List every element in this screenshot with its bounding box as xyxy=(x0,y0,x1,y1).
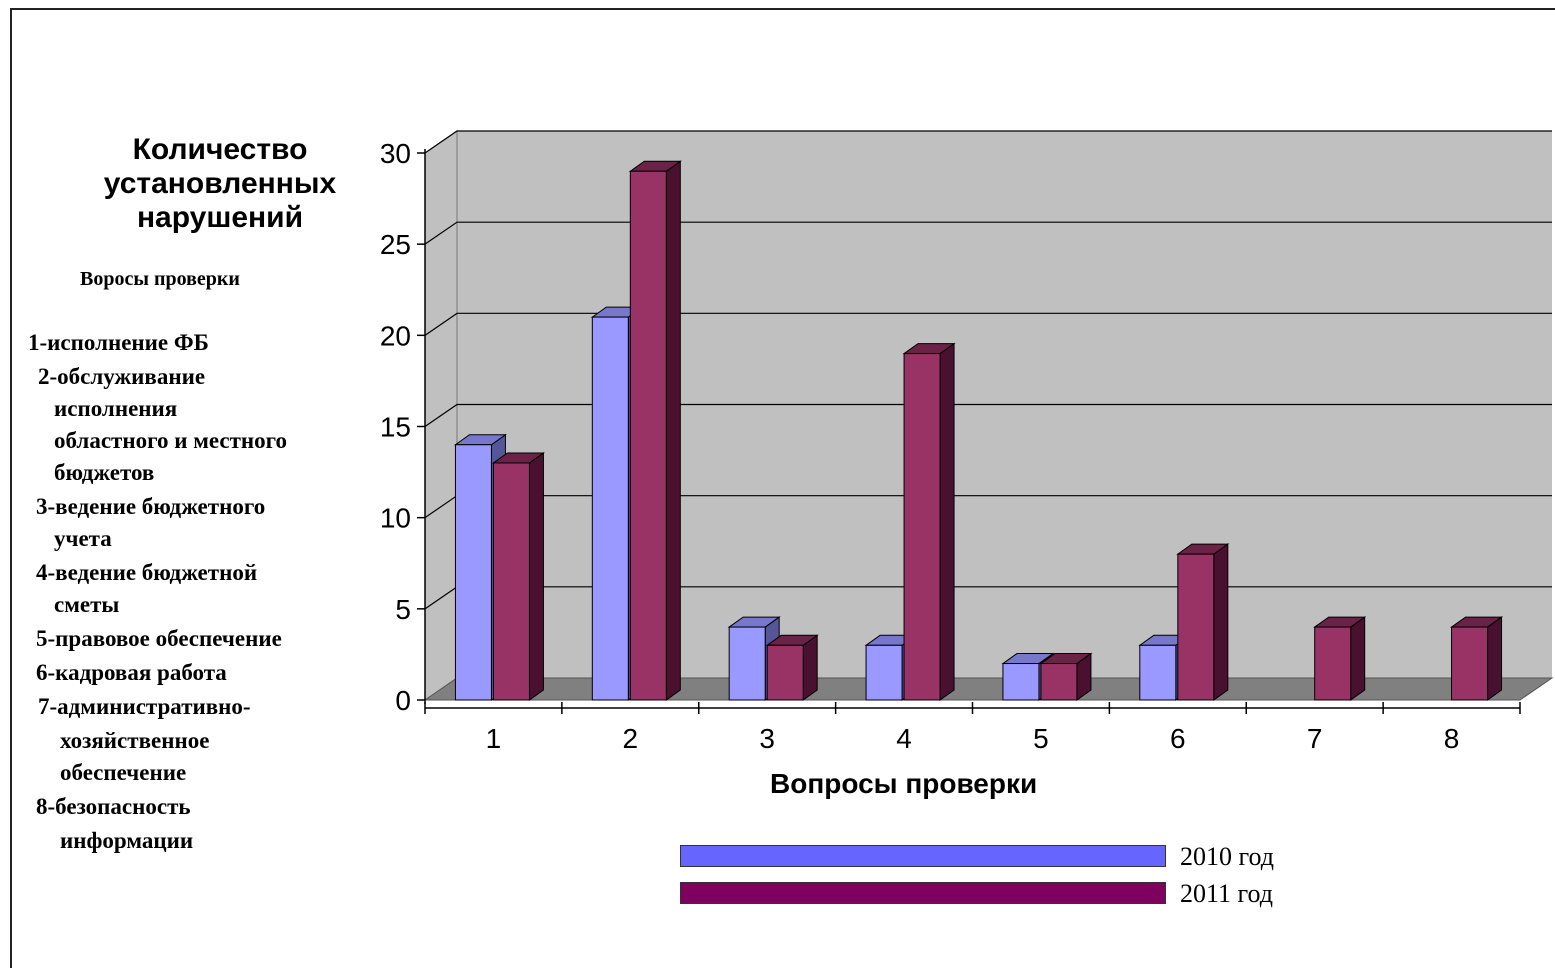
description-line: сметы xyxy=(54,592,120,617)
bar-2011 xyxy=(902,342,956,701)
legend-label-2010: 2010 год xyxy=(1180,842,1274,871)
y-tick-label: 30 xyxy=(380,138,411,169)
description-line: 2-обслуживание xyxy=(38,364,206,389)
x-tick-label: 7 xyxy=(1307,723,1323,754)
description-line: 1-исполнение ФБ xyxy=(28,330,209,355)
bar-2011 xyxy=(1313,616,1367,701)
bar-front xyxy=(629,170,667,701)
description-line: информации xyxy=(60,828,194,853)
bar-front xyxy=(1002,663,1040,701)
description-line: исполнения xyxy=(54,396,178,421)
x-tick-label: 5 xyxy=(1033,723,1049,754)
x-tick-label: 4 xyxy=(896,723,912,754)
bar-side xyxy=(1213,543,1229,701)
description-line: областного и местного xyxy=(54,428,287,453)
bar-2011 xyxy=(1176,543,1230,701)
bar-side xyxy=(528,451,544,701)
x-tick-label: 3 xyxy=(759,723,775,754)
bar-front xyxy=(492,462,530,701)
description-heading: Воросы проверки xyxy=(80,268,240,290)
bar-front xyxy=(1139,644,1177,701)
description-line: 8-безопасность xyxy=(36,794,191,819)
legend-label-2011: 2011 год xyxy=(1180,879,1274,908)
bar-front xyxy=(728,626,766,701)
gridline xyxy=(424,221,1552,245)
bar-front xyxy=(591,316,629,701)
bar-side xyxy=(1487,616,1503,701)
gridline xyxy=(424,130,1552,154)
gridline xyxy=(424,403,1552,427)
legend-swatch-2010 xyxy=(680,845,1166,867)
bar-2011 xyxy=(765,634,819,701)
description-line: 7-административно- xyxy=(38,694,251,719)
y-axis-title: Количество установленных нарушений xyxy=(103,133,337,234)
bar-front xyxy=(865,644,903,701)
bar-front xyxy=(1040,663,1078,701)
y-tick-label: 15 xyxy=(380,412,411,443)
bar-front xyxy=(454,444,492,701)
bars xyxy=(453,160,1504,701)
description-line: 4-ведение бюджетной xyxy=(36,560,258,585)
description-line: 3-ведение бюджетного xyxy=(36,494,266,519)
x-tick-label: 8 xyxy=(1444,723,1460,754)
bar-2011 xyxy=(1039,652,1093,701)
chart-frame xyxy=(10,8,1555,968)
x-tick-label: 6 xyxy=(1170,723,1186,754)
y-tick-label: 10 xyxy=(380,503,411,534)
description-line: учета xyxy=(54,526,112,551)
x-tick-label: 2 xyxy=(623,723,639,754)
y-tick-label: 25 xyxy=(380,229,411,260)
bar-2011 xyxy=(628,160,682,701)
bar-side xyxy=(665,160,681,701)
bar-front xyxy=(766,644,804,701)
x-tick-label: 1 xyxy=(486,723,502,754)
y-tick-label: 5 xyxy=(395,594,411,625)
bar-side xyxy=(939,342,955,701)
bar-front xyxy=(1451,626,1489,701)
description-line: 6-кадровая работа xyxy=(36,660,227,685)
gridline xyxy=(424,312,1552,336)
description-line: обеспечение xyxy=(60,760,187,785)
x-axis-title: Вопросы проверки xyxy=(770,768,1038,799)
description-line: бюджетов xyxy=(54,460,155,485)
axes: 0 5 10 15 20 25 30 1 2 3 4 5 6 7 8 xyxy=(380,138,1521,754)
bar-side xyxy=(802,634,818,701)
bar-2011 xyxy=(491,451,545,701)
bar-2011 xyxy=(1450,616,1504,701)
description-line: 5-правовое обеспечение xyxy=(36,626,282,651)
legend-swatch-2011 xyxy=(680,882,1166,904)
y-tick-label: 20 xyxy=(380,320,411,351)
bar-front xyxy=(903,353,941,701)
description-line: хозяйственное xyxy=(60,728,210,753)
y-tick-label: 0 xyxy=(395,685,411,716)
bar-front xyxy=(1314,626,1352,701)
bar-side xyxy=(1350,616,1366,701)
bar-front xyxy=(1177,553,1215,701)
